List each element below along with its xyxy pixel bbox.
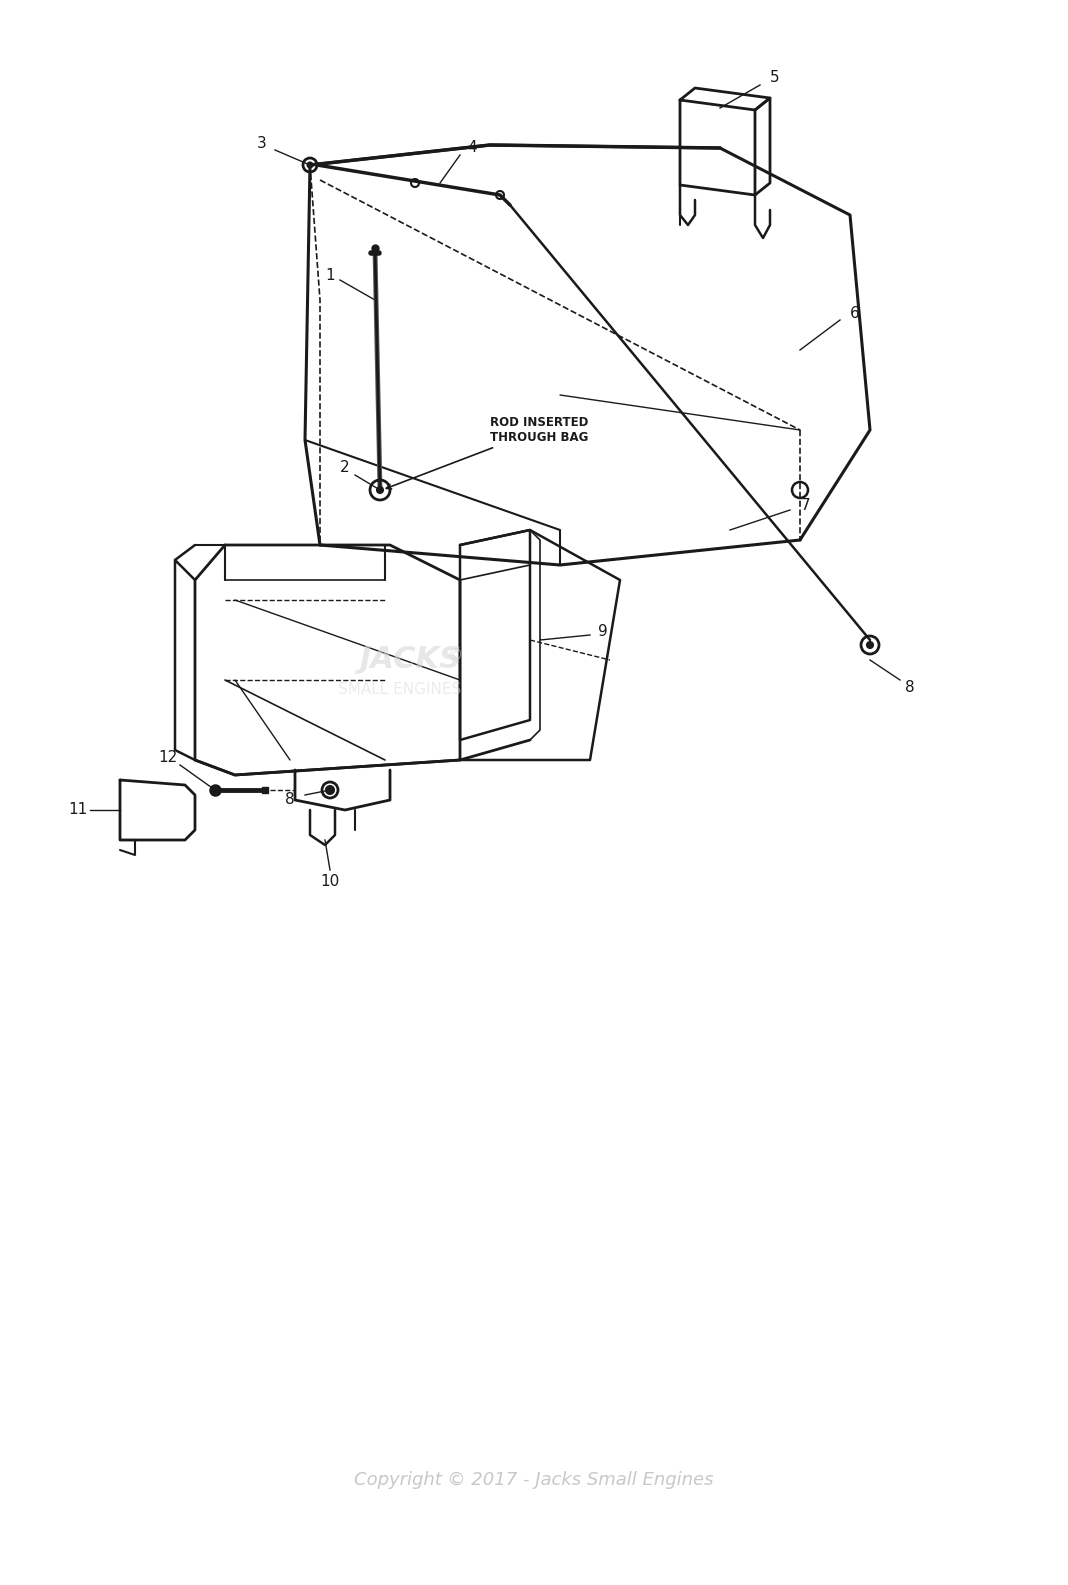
Text: SMALL ENGINES: SMALL ENGINES [339, 683, 461, 697]
Text: Copyright © 2017 - Jacks Small Engines: Copyright © 2017 - Jacks Small Engines [355, 1471, 713, 1488]
Text: 5: 5 [770, 70, 780, 86]
Text: JACKS: JACKS [359, 645, 461, 675]
Text: 8: 8 [906, 680, 915, 696]
Text: ROD INSERTED
THROUGH BAG: ROD INSERTED THROUGH BAG [387, 415, 588, 488]
Text: 9: 9 [598, 624, 608, 639]
Text: 12: 12 [158, 751, 177, 766]
Text: 4: 4 [467, 141, 476, 155]
Circle shape [377, 487, 383, 493]
Text: 6: 6 [850, 306, 860, 320]
Text: 8: 8 [285, 792, 295, 807]
Circle shape [308, 163, 313, 168]
Text: 7: 7 [801, 498, 811, 512]
Circle shape [867, 642, 873, 648]
Text: ©: © [447, 648, 462, 663]
Text: 3: 3 [257, 136, 267, 152]
Text: 10: 10 [320, 875, 340, 889]
Text: 11: 11 [68, 802, 88, 818]
Text: 2: 2 [341, 461, 350, 475]
Text: 1: 1 [325, 268, 334, 282]
Circle shape [326, 786, 334, 794]
